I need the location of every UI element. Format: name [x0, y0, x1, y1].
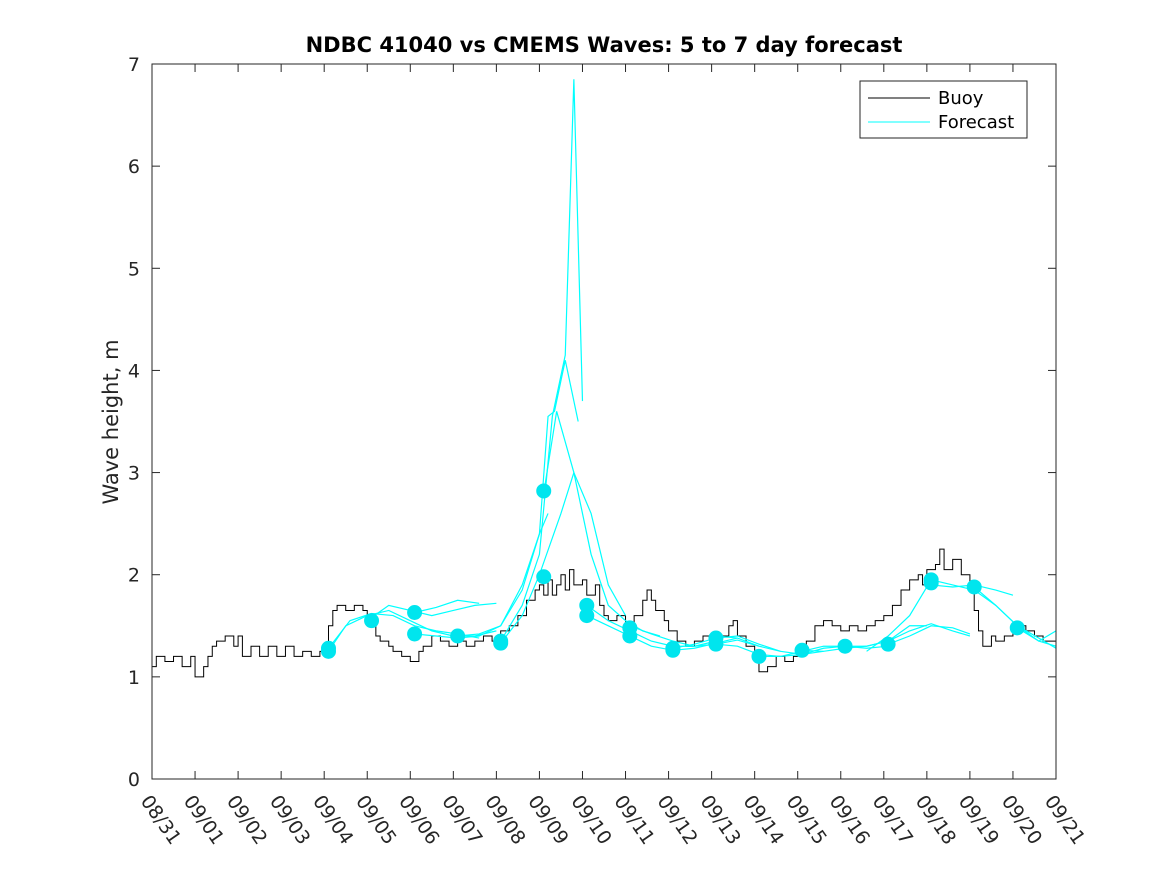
- forecast-marker: [837, 638, 853, 654]
- x-tick-label: 09/17: [868, 791, 917, 848]
- y-tick-label: 4: [128, 360, 140, 382]
- y-tick-label: 6: [128, 156, 140, 178]
- x-tick-label: 09/13: [696, 791, 745, 848]
- x-tick-label: 09/14: [739, 791, 788, 848]
- forecast-marker: [665, 640, 681, 656]
- forecast-run-line: [366, 602, 497, 622]
- x-tick-label: 09/16: [825, 791, 874, 848]
- forecast-marker: [622, 628, 638, 644]
- forecast-marker: [880, 636, 896, 652]
- y-tick-label: 1: [128, 667, 140, 689]
- plot-frame: [151, 63, 1057, 780]
- forecast-run-line: [629, 625, 760, 647]
- legend-buoy-label: Buoy: [938, 88, 984, 109]
- forecast-marker: [407, 626, 423, 642]
- x-tick-label: 09/18: [911, 791, 960, 848]
- x-tick-label: 09/10: [566, 791, 615, 848]
- forecast-marker: [493, 633, 509, 649]
- x-tick-label: 09/12: [652, 791, 701, 848]
- x-tick-label: 09/02: [222, 791, 271, 848]
- forecast-run-line: [500, 79, 584, 642]
- forecast-marker: [407, 605, 423, 621]
- x-tick-label: 09/19: [954, 791, 1003, 848]
- y-axis-label: Wave height, m: [99, 339, 123, 504]
- legend-forecast-label: Forecast: [938, 112, 1014, 133]
- x-tick-label: 09/01: [179, 791, 228, 848]
- legend: Buoy Forecast: [859, 80, 1028, 139]
- y-tick-label: 5: [128, 258, 140, 280]
- x-tick-label: 09/07: [437, 791, 486, 848]
- x-tick-label: 09/05: [351, 791, 400, 848]
- plot-area: [152, 64, 1056, 779]
- forecast-marker: [1009, 620, 1025, 636]
- forecast-run-line: [457, 360, 579, 637]
- legend-box: [859, 80, 1028, 139]
- x-tick-label: 09/11: [609, 791, 658, 848]
- forecast-marker: [364, 613, 380, 629]
- forecast-marker: [320, 640, 336, 656]
- forecast-run-line: [1016, 627, 1057, 642]
- forecast-run-line: [758, 645, 889, 658]
- forecast-marker: [536, 569, 552, 585]
- x-tick-label: 09/06: [394, 791, 443, 848]
- forecast-run-line: [414, 599, 480, 614]
- y-tick-label: 7: [128, 54, 140, 76]
- x-tick-label: 09/20: [997, 791, 1046, 848]
- x-tick-label: 09/03: [265, 791, 314, 848]
- forecast-run-line: [866, 579, 1057, 652]
- forecast-marker: [536, 483, 552, 499]
- forecast-run-line: [845, 623, 971, 647]
- y-tick-label: 3: [128, 463, 140, 485]
- forecast-marker: [450, 628, 466, 644]
- data-layer: [152, 79, 1057, 678]
- forecast-marker: [923, 575, 939, 591]
- y-tick-label: 2: [128, 565, 140, 587]
- forecast-marker: [794, 642, 810, 658]
- chart-title: NDBC 41040 vs CMEMS Waves: 5 to 7 day fo…: [306, 33, 903, 57]
- forecast-run-line: [887, 625, 971, 645]
- forecast-run-line: [500, 470, 627, 644]
- forecast-marker: [708, 636, 724, 652]
- buoy-series-line: [152, 548, 1057, 678]
- x-tick-label: 09/09: [523, 791, 572, 848]
- x-tick-label: 08/31: [136, 791, 185, 848]
- x-tick-label: 09/04: [308, 791, 357, 848]
- forecast-marker: [751, 648, 767, 664]
- x-tick-label: 09/15: [782, 791, 831, 848]
- x-tick-label: 09/08: [480, 791, 529, 848]
- y-tick-label: 0: [128, 769, 140, 791]
- forecast-marker: [579, 608, 595, 624]
- forecast-marker: [966, 579, 982, 595]
- x-tick-label: 09/21: [1040, 791, 1089, 848]
